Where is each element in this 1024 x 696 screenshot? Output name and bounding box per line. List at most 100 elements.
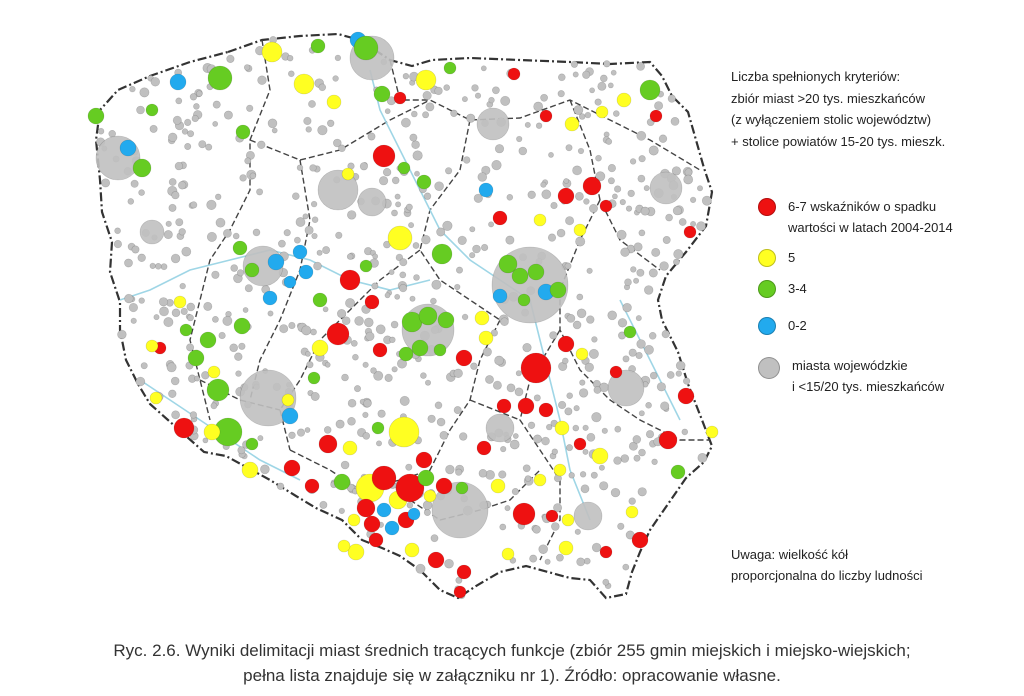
town-dot-grey (511, 488, 520, 496)
town-dot-grey (635, 315, 642, 322)
town-dot-grey (651, 458, 658, 465)
city-circle-grey (139, 219, 165, 245)
town-dot-grey (288, 431, 296, 439)
town-dot-grey (168, 178, 177, 186)
city-circle-green (416, 174, 432, 190)
town-dot-grey (573, 105, 584, 115)
city-circle-yellow (341, 167, 355, 181)
town-dot-grey (607, 82, 614, 89)
town-dot-grey (498, 470, 507, 479)
city-circle-red (453, 585, 467, 599)
city-circle-yellow (342, 440, 358, 456)
town-dot-grey (306, 361, 314, 369)
town-dot-grey (538, 544, 549, 555)
town-dot-grey (591, 336, 598, 343)
city-circle-red (364, 294, 380, 310)
legend-item-yellow: 5 (758, 247, 795, 268)
town-dot-grey (682, 377, 691, 385)
town-dot-grey (658, 134, 668, 143)
town-dot-grey (635, 351, 643, 360)
city-circle-grey (485, 413, 515, 443)
town-dot-grey (384, 373, 393, 383)
town-dot-grey (622, 302, 632, 313)
city-circle-blue (119, 139, 137, 157)
city-circle-green (437, 311, 455, 329)
city-circle-yellow (241, 461, 259, 479)
town-dot-grey (288, 321, 296, 330)
town-dot-grey (643, 185, 650, 192)
city-circle-yellow (591, 447, 609, 465)
town-dot-grey (293, 236, 301, 244)
town-dot-grey (637, 174, 646, 183)
town-dot-grey (670, 117, 680, 126)
town-dot-grey (455, 468, 463, 476)
town-dot-grey (232, 232, 240, 240)
town-dot-grey (442, 220, 453, 231)
town-dot-grey (304, 225, 314, 235)
town-dot-grey (319, 500, 328, 509)
city-circle-yellow (173, 295, 187, 309)
town-dot-grey (423, 192, 432, 200)
town-dot-grey (350, 339, 358, 347)
town-dot-grey (130, 179, 139, 188)
town-dot-grey (572, 424, 580, 432)
town-dot-grey (324, 361, 331, 368)
town-dot-grey (602, 578, 610, 586)
town-dot-grey (412, 150, 423, 161)
town-dot-grey (471, 84, 479, 92)
town-dot-grey (619, 199, 626, 206)
town-dot-grey (414, 170, 420, 177)
town-dot-grey (616, 229, 627, 240)
town-dot-grey (430, 534, 439, 543)
town-dot-grey (353, 385, 361, 393)
town-dot-grey (252, 228, 261, 237)
town-dot-grey (636, 268, 645, 277)
city-circle-red (538, 402, 554, 418)
town-dot-grey (666, 371, 675, 379)
town-dot-grey (163, 317, 174, 328)
town-dot-grey (184, 118, 192, 126)
town-dot-grey (113, 240, 122, 249)
town-dot-grey (136, 105, 145, 115)
town-dot-grey (598, 464, 605, 471)
figure-caption: Ryc. 2.6. Wyniki delimitacji miast średn… (0, 638, 1024, 688)
town-dot-grey (135, 376, 146, 387)
town-dot-grey (212, 121, 219, 127)
town-dot-grey (267, 118, 278, 129)
town-dot-grey (338, 507, 345, 515)
town-dot-grey (485, 375, 494, 384)
town-dot-grey (316, 249, 323, 256)
city-circle-green (455, 481, 469, 495)
city-circle-yellow (575, 347, 589, 361)
town-dot-grey (234, 352, 243, 361)
town-dot-grey (239, 174, 247, 182)
legend-swatch-blue (758, 317, 776, 335)
city-circle-green (353, 35, 379, 61)
town-dot-grey (470, 362, 478, 370)
town-dot-grey (359, 162, 369, 171)
town-dot-grey (578, 113, 586, 120)
city-circle-yellow (564, 116, 580, 132)
town-dot-grey (506, 194, 514, 201)
town-dot-grey (673, 249, 684, 260)
town-dot-grey (584, 111, 592, 119)
town-dot-grey (215, 193, 222, 201)
town-dot-grey (128, 302, 138, 313)
note-line: proporcjonalna do liczby ludności (731, 568, 923, 583)
city-circle-green (639, 79, 661, 101)
town-dot-grey (613, 456, 622, 465)
city-circle-red (573, 437, 587, 451)
town-dot-grey (492, 380, 502, 390)
town-dot-grey (633, 242, 643, 252)
city-circle-red (435, 477, 453, 495)
city-circle-green (511, 267, 529, 285)
town-dot-grey (367, 132, 376, 141)
town-dot-grey (591, 412, 602, 423)
town-dot-grey (607, 164, 617, 173)
town-dot-grey (363, 399, 372, 408)
city-circle-green (359, 259, 373, 273)
town-dot-grey (570, 60, 579, 68)
town-dot-grey (101, 178, 111, 188)
town-dot-grey (305, 126, 312, 133)
town-dot-grey (645, 430, 655, 439)
